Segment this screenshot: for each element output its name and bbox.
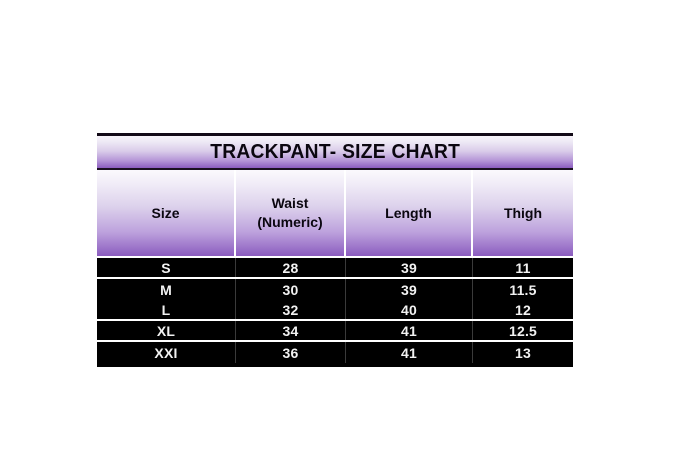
column-header-size-label: Size bbox=[151, 204, 180, 221]
table-header-row: Size Waist (Numeric) Length Thigh bbox=[97, 168, 573, 256]
table-body: S 28 39 11 M 30 39 11.5 L 32 40 12 XL 34… bbox=[97, 256, 573, 367]
cell-waist: 28 bbox=[236, 258, 346, 277]
cell-thigh: 13 bbox=[515, 344, 531, 361]
cell-length: 39 bbox=[346, 279, 473, 300]
cell-size: XXI bbox=[97, 342, 236, 363]
cell-waist: 36 bbox=[236, 342, 346, 363]
cell-thigh: 12 bbox=[515, 301, 531, 318]
cell-thigh: 11.5 bbox=[509, 281, 537, 298]
column-header-thigh-label: Thigh bbox=[503, 204, 543, 221]
cell-size: M bbox=[97, 279, 236, 300]
cell-waist: 32 bbox=[236, 300, 346, 319]
column-header-size: Size bbox=[97, 170, 236, 256]
column-header-length-label: Length bbox=[385, 204, 432, 221]
table-row: XL 34 41 12.5 bbox=[97, 321, 573, 342]
page-title: TRACKPANT- SIZE CHART bbox=[210, 140, 460, 163]
column-header-waist-line1: Waist bbox=[271, 195, 309, 212]
column-header-waist: Waist (Numeric) bbox=[236, 170, 346, 256]
table-row: XXI 36 41 13 bbox=[97, 342, 573, 363]
column-header-thigh: Thigh bbox=[473, 170, 573, 256]
cell-length: 41 bbox=[346, 342, 473, 363]
column-header-waist-line2: (Numeric) bbox=[257, 214, 323, 230]
table-row: S 28 39 11 bbox=[97, 258, 573, 279]
column-header-length: Length bbox=[346, 170, 473, 256]
chart-title-band: TRACKPANT- SIZE CHART bbox=[97, 133, 573, 168]
cell-waist: 34 bbox=[236, 321, 346, 340]
cell-length: 40 bbox=[346, 300, 473, 319]
cell-length: 41 bbox=[346, 321, 473, 340]
size-chart-table: TRACKPANT- SIZE CHART Size Waist (Numeri… bbox=[97, 133, 573, 367]
cell-size: S bbox=[97, 258, 236, 277]
cell-thigh: 11 bbox=[515, 259, 531, 276]
column-header-waist-label: Waist (Numeric) bbox=[257, 194, 322, 232]
cell-waist: 30 bbox=[236, 279, 346, 300]
cell-thigh: 12.5 bbox=[508, 322, 538, 339]
cell-size: XL bbox=[97, 321, 236, 340]
table-row: L 32 40 12 bbox=[97, 300, 573, 321]
cell-length: 39 bbox=[346, 258, 473, 277]
cell-size: L bbox=[97, 300, 236, 319]
table-row: M 30 39 11.5 bbox=[97, 279, 573, 300]
